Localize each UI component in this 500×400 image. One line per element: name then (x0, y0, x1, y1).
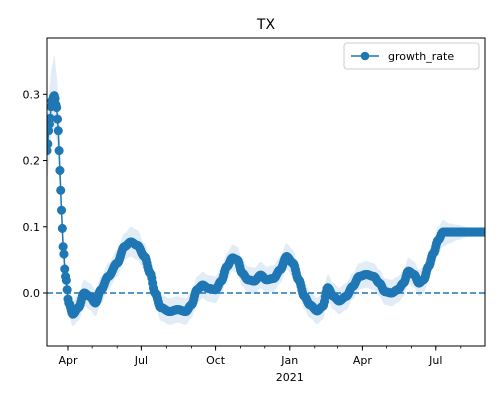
data-point (54, 146, 64, 156)
data-point (56, 205, 67, 215)
legend: growth_rate (343, 42, 480, 70)
data-point (55, 165, 65, 176)
data-point (480, 227, 485, 237)
x-tick-label: Jul (428, 354, 442, 367)
data-point (47, 139, 53, 149)
data-point (61, 275, 71, 285)
x-tick-label: Jul (134, 354, 148, 367)
data-point (53, 126, 63, 136)
y-tick-label: 0.0 (23, 287, 41, 300)
data-point (52, 114, 63, 124)
y-tick-label: 0.1 (23, 221, 41, 234)
y-tick-label: 0.3 (23, 88, 41, 101)
x-axis: Apr Jul Oct Jan Apr Jul 2021 (58, 346, 462, 384)
data-point (59, 249, 69, 259)
chart-title: TX (256, 17, 276, 33)
axes-border (46, 37, 486, 347)
legend-label: growth_rate (388, 50, 454, 63)
axes-frame (46, 37, 486, 347)
data-point (57, 223, 67, 233)
y-axis: 0.0 0.1 0.2 0.3 (23, 88, 47, 300)
legend-box (343, 42, 480, 70)
x-tick-label: Oct (206, 354, 226, 367)
data-point (56, 185, 66, 195)
data-point (52, 103, 62, 113)
plot-area (47, 54, 485, 327)
x-year-label: 2021 (276, 371, 304, 384)
legend-marker (360, 51, 370, 61)
data-point (62, 285, 72, 295)
y-tick-label: 0.2 (23, 155, 41, 168)
x-tick-label: Apr (58, 354, 78, 367)
x-tick-label: Jan (280, 354, 298, 367)
series-growth-rate-markers (47, 91, 485, 319)
x-tick-label: Apr (353, 354, 373, 367)
